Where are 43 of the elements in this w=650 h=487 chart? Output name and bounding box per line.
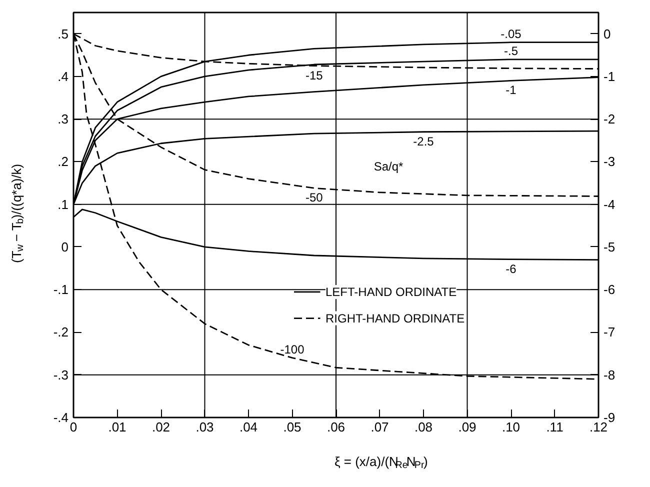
x-tick-label: .01: [108, 420, 126, 434]
series-label: -6: [506, 262, 517, 276]
series-label: -15: [305, 68, 324, 82]
y-tick-label: -.2: [53, 324, 68, 340]
y-tick-label: -.1: [53, 282, 68, 298]
series-label: -100: [280, 342, 305, 356]
annotation: Sa/q*: [374, 159, 404, 174]
y2-tick-label: -7: [604, 324, 616, 340]
x-tick-label: .08: [414, 420, 433, 434]
x-tick-label: .06: [326, 420, 346, 434]
annotation: RIGHT-HAND ORDINATE: [326, 311, 465, 326]
y-tick-label: -.3: [53, 367, 68, 382]
y-tick-label: .2: [58, 154, 68, 170]
x-tick-label: .03: [196, 420, 214, 434]
series-label: -.5: [504, 44, 518, 58]
series-label: -50: [305, 190, 324, 205]
y-tick-label: 0: [61, 239, 69, 254]
y2-tick-label: -5: [604, 239, 616, 254]
y2-tick-label: -4: [604, 196, 616, 212]
y-tick-label: .4: [58, 68, 68, 84]
y-tick-label: -.4: [53, 410, 68, 425]
x-tick-label: .12: [589, 420, 608, 434]
x-tick-label: .07: [370, 420, 389, 434]
annotation: LEFT-HAND ORDINATE: [326, 284, 457, 299]
x-tick-label: .02: [152, 420, 170, 434]
x-tick-label: .11: [546, 420, 564, 434]
y2-tick-label: -3: [604, 154, 616, 170]
y-tick-label: .3: [58, 112, 68, 127]
x-tick-label: .04: [239, 420, 258, 434]
y-tick-label: .5: [58, 26, 68, 42]
x-tick-label: .05: [283, 420, 302, 434]
y2-tick-label: 0: [604, 26, 611, 42]
series-label: -.05: [500, 26, 522, 41]
x-tick-label: .10: [502, 420, 520, 434]
y-tick-label: .1: [58, 196, 68, 212]
x-tick-label: .09: [458, 420, 476, 434]
y2-tick-label: -8: [604, 367, 616, 382]
y2-tick-label: -6: [604, 282, 616, 298]
y2-tick-label: -1: [604, 68, 616, 84]
y2-tick-label: -2: [604, 112, 616, 127]
y-axis-title: (Tw − Tb)/((q*a)/k): [9, 164, 26, 263]
series-label: -2.5: [413, 134, 434, 148]
series-label: -1: [506, 83, 517, 98]
